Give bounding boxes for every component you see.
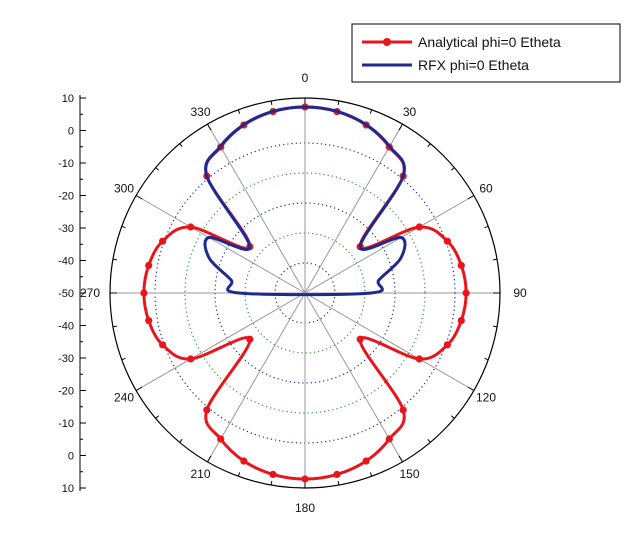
angle-tick [135,195,143,200]
polar-grid [110,98,500,488]
analytical-marker [240,457,248,465]
legend-box [351,23,621,83]
angle-tick [237,109,241,114]
radial-tick-label: -40 [58,321,74,333]
angle-tick [179,438,183,443]
angle-tick [337,481,340,486]
angle-tick [112,258,117,261]
analytical-marker [457,261,465,270]
series-layer [140,103,470,483]
radial-tick-label: -40 [58,256,74,268]
angle-tick [493,258,498,261]
legend: Analytical phi=0 Etheta RFX phi=0 Etheta [351,23,621,83]
radial-tick-label: -10 [58,158,74,170]
radial-tick-label: -20 [58,386,74,398]
angle-tick [207,123,212,131]
analytical-marker [145,316,153,325]
analytical-marker [159,341,167,349]
analytical-marker [187,355,195,363]
radial-tick-label: -30 [58,223,74,235]
legend-analytical-label: Analytical phi=0 Etheta [418,34,561,50]
polar-axes [79,95,501,491]
rfx-line [203,105,407,297]
analytical-marker [399,406,407,414]
radial-tick-label: -30 [58,353,74,365]
analytical-marker [385,435,393,443]
analytical-marker [356,335,364,343]
analytical-marker [457,316,465,325]
angle-tick [112,325,117,328]
angle-tick [369,109,373,114]
legend-rfx-label: RFX phi=0 Etheta [418,57,529,73]
legend-analytical-marker [383,38,391,46]
analytical-marker [443,237,451,245]
analytical-marker [269,470,277,479]
axis-labels: 10 0 -10 -20 -30 -40 -50 -40 -30 -20 -10 0 10 0 30 60 90… [58,71,527,515]
radial-tick-label: 10 [62,93,74,105]
angle-tick [179,143,183,148]
angle-tick [450,167,455,171]
angle-tick [427,143,431,148]
angle-tick [135,386,143,391]
analytical-marker [462,289,470,297]
angle-label: 300 [114,182,134,196]
angle-tick [237,472,241,477]
angle-tick [427,438,431,443]
angle-tick [467,195,475,200]
angle-tick [121,225,126,229]
angle-tick [484,225,489,229]
angle-label: 210 [190,467,210,481]
angle-tick [398,123,403,131]
angle-tick [337,100,340,105]
angle-tick [270,100,273,105]
radial-tick-label: -20 [58,191,74,203]
analytical-marker [415,355,423,363]
angle-tick [450,415,455,419]
analytical-marker [333,470,341,479]
angle-label: 90 [513,286,527,300]
analytical-marker [203,406,211,414]
angle-tick [484,357,489,361]
angle-tick [467,386,475,391]
angle-tick [207,455,212,463]
angle-label: 180 [295,501,315,515]
analytical-marker [246,335,254,343]
angle-label: 120 [476,391,496,405]
analytical-marker [415,223,423,231]
analytical-marker [362,457,370,465]
radial-tick-label: 0 [68,126,74,138]
angle-tick [121,357,126,361]
angle-label: 30 [403,105,417,119]
analytical-marker [145,261,153,270]
angle-tick [369,472,373,477]
analytical-marker [443,341,451,349]
angle-tick [155,415,160,419]
analytical-marker [140,289,148,297]
radial-tick-label: -50 [58,288,74,300]
analytical-marker [301,475,309,483]
angle-label: 240 [114,391,134,405]
analytical-marker [159,237,167,245]
angle-tick [493,325,498,328]
radial-tick-label: 10 [62,483,74,495]
angle-tick [155,167,160,171]
angle-label: 270 [80,286,100,300]
grid-spoke [207,123,403,463]
angle-tick [398,455,403,463]
angle-label: 150 [399,467,419,481]
analytical-marker [187,223,195,231]
analytical-marker [217,435,225,443]
angle-label: 60 [479,182,493,196]
radial-tick-label: 0 [68,451,74,463]
angle-tick [270,481,273,486]
radial-tick-label: -10 [58,418,74,430]
angle-label: 0 [302,71,309,85]
angle-label: 330 [190,105,210,119]
